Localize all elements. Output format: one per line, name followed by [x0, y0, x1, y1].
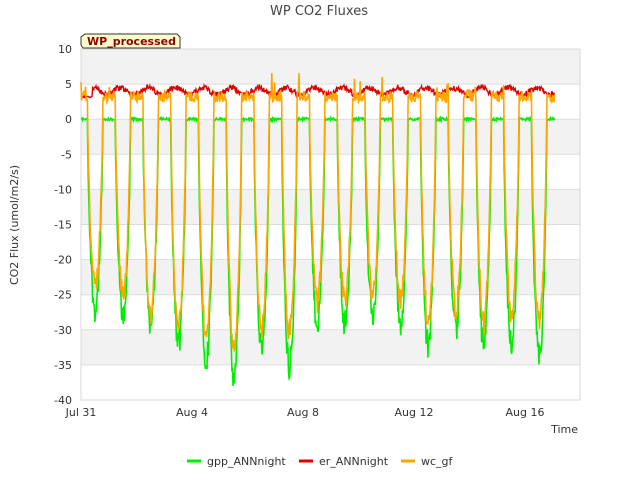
x-tick-label: Aug 12	[395, 406, 434, 419]
legend: gpp_ANNnight er_ANNnight wc_gf	[187, 455, 454, 468]
plot-border	[80, 48, 581, 401]
y-tick-label: 0	[65, 113, 72, 126]
y-tick-label: -20	[54, 254, 72, 267]
y-tick-label: 10	[58, 43, 72, 56]
x-axis: Jul 31 Aug 4 Aug 8 Aug 12 Aug 16	[65, 406, 545, 419]
plot-band	[81, 364, 580, 400]
series-wc_gf	[80, 73, 556, 352]
plot-band	[81, 259, 580, 295]
y-axis: 10 5 0 -5 -10 -15 -20 -25 -30 -35 -40	[54, 43, 72, 407]
plot-band	[81, 224, 580, 260]
x-tick-label: Jul 31	[65, 406, 97, 419]
plot-band	[81, 189, 580, 225]
plot-band	[81, 154, 580, 190]
x-tick-label: Aug 4	[176, 406, 208, 419]
x-axis-title: Time	[550, 423, 578, 436]
legend-item-gpp_ANNnight: gpp_ANNnight	[187, 455, 286, 468]
y-tick-label: -35	[54, 359, 72, 372]
legend-item-er_ANNnight: er_ANNnight	[299, 455, 389, 468]
plot-band	[81, 49, 580, 85]
plot-bands	[81, 48, 580, 401]
legend-label: er_ANNnight	[319, 455, 389, 468]
legend-label: gpp_ANNnight	[207, 455, 286, 468]
y-tick-label: -15	[54, 219, 72, 232]
processed-badge: WP_processed	[80, 33, 181, 49]
y-tick-label: -30	[54, 324, 72, 337]
plot-band	[81, 294, 580, 330]
legend-label: wc_gf	[421, 455, 454, 468]
y-tick-label: -25	[54, 289, 72, 302]
series-layer	[80, 73, 556, 387]
x-tick-label: Aug 8	[287, 406, 319, 419]
y-tick-label: -10	[54, 183, 72, 196]
y-tick-label: 5	[65, 78, 72, 91]
y-axis-title: CO2 Flux (umol/m2/s)	[8, 165, 21, 285]
legend-item-wc_gf: wc_gf	[401, 455, 454, 468]
x-tick-label: Aug 16	[506, 406, 545, 419]
plot-band	[81, 119, 580, 155]
plot-band	[81, 329, 580, 365]
y-tick-label: -5	[61, 148, 72, 161]
y-tick-label: -40	[54, 394, 72, 407]
chart-title: WP CO2 Fluxes	[270, 4, 368, 19]
processed-badge-label: WP_processed	[87, 35, 176, 48]
